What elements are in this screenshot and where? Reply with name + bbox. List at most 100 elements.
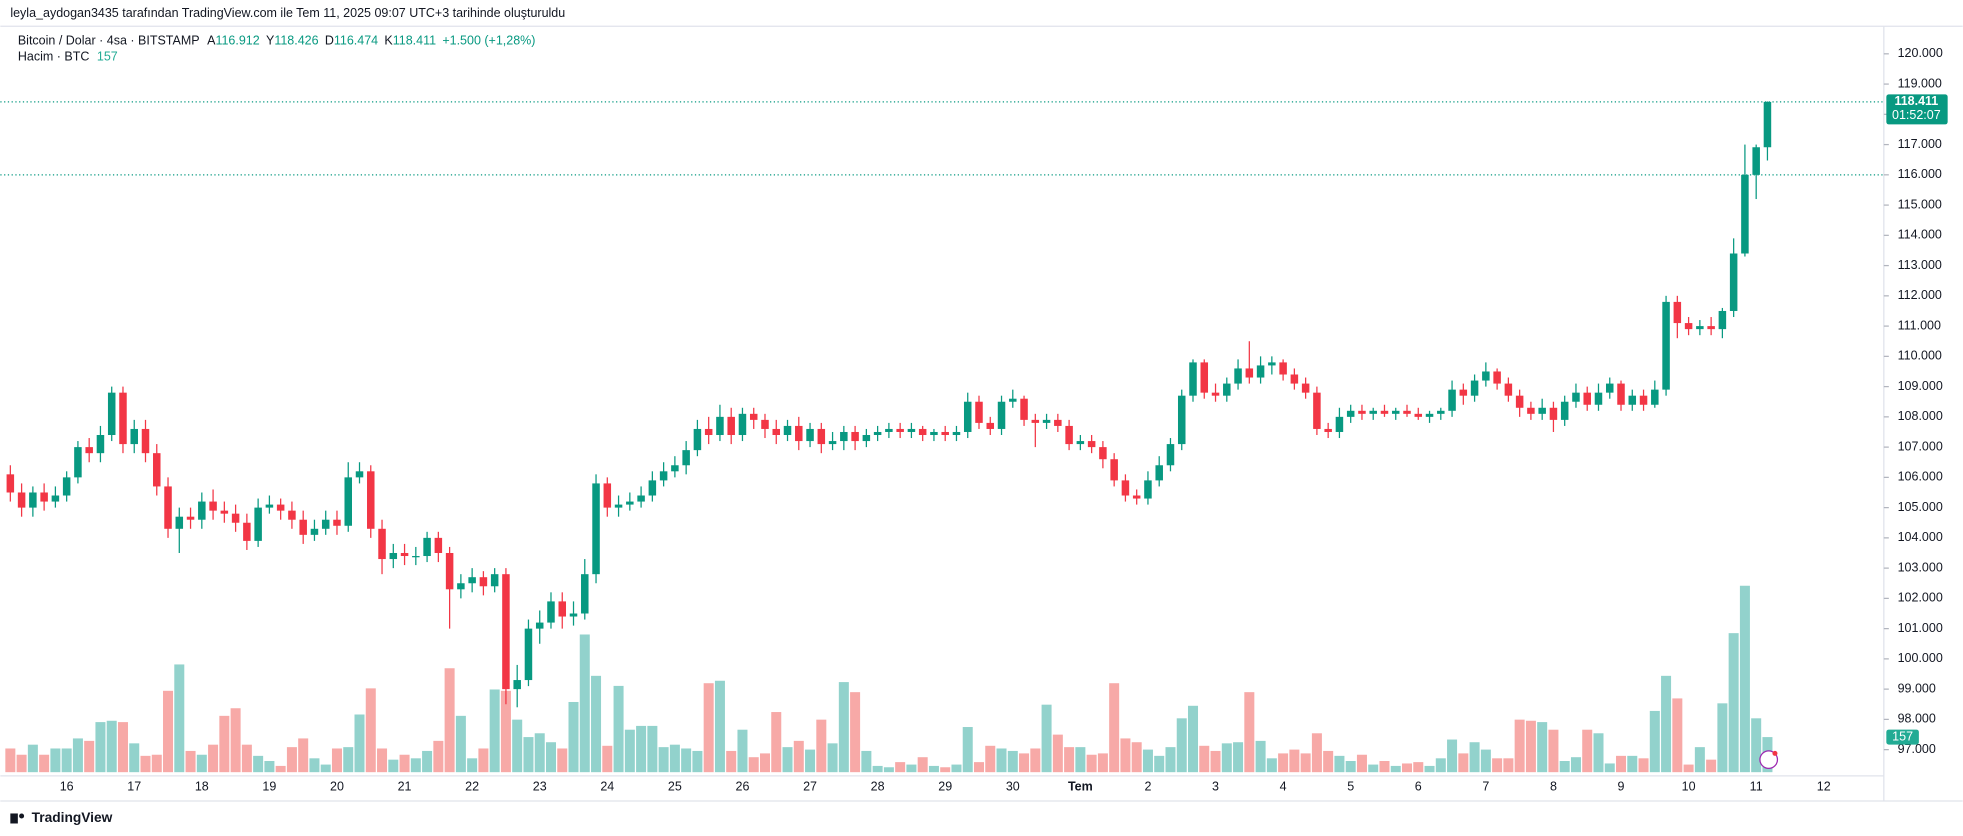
candle-body — [17, 492, 26, 508]
candle-body — [243, 522, 251, 541]
volume-bar — [1706, 759, 1717, 773]
volume-bar — [1233, 742, 1244, 773]
y-tick-label: 119.000 — [1898, 76, 1942, 90]
volume-bar — [1176, 718, 1187, 773]
candle-body — [445, 552, 454, 590]
volume-bar — [1019, 753, 1030, 773]
candle-body — [727, 416, 735, 436]
candle-body — [682, 450, 690, 466]
candle-body — [1177, 395, 1186, 445]
logo — [10, 813, 18, 824]
volume-legend: Hacim · BTC 157 — [18, 50, 118, 64]
candle-body — [963, 401, 972, 432]
candle-body — [1639, 395, 1648, 405]
volume-bar — [782, 747, 793, 773]
volume-bar — [1694, 747, 1705, 773]
candle-body — [1448, 389, 1456, 411]
candle-body — [310, 528, 319, 535]
volume-bar — [365, 688, 376, 773]
candle-body — [1223, 383, 1231, 396]
candle-body — [1189, 362, 1197, 396]
candle-body — [85, 447, 93, 454]
y-tick-label: 112.000 — [1898, 288, 1942, 302]
candle-body — [997, 401, 1006, 429]
countdown: 01:52:07 — [1892, 108, 1941, 122]
volume-bar — [1672, 698, 1683, 773]
volume-bar — [692, 750, 703, 773]
candle-body — [1369, 410, 1377, 414]
candle-body — [918, 428, 927, 436]
candle-body — [1256, 365, 1265, 378]
volume-bar — [1255, 740, 1266, 773]
candle-body — [716, 416, 724, 436]
candle-body — [490, 574, 499, 587]
volume-bar — [1345, 760, 1356, 773]
volume-bar — [230, 708, 241, 773]
y-tick-label: 105.000 — [1898, 500, 1943, 514]
candle-body — [1403, 410, 1411, 414]
volume-bar — [613, 685, 624, 773]
candle-body — [1482, 371, 1490, 381]
x-tick-label: 7 — [1482, 779, 1489, 793]
candle-body — [795, 425, 803, 442]
candle-body — [1628, 395, 1637, 405]
candle-body — [321, 519, 330, 529]
volume-bar — [1030, 748, 1041, 773]
candle-body — [637, 495, 645, 502]
candle-body — [581, 574, 589, 614]
candle-body — [930, 431, 938, 436]
volume-bar — [1458, 753, 1469, 773]
volume-bar — [433, 740, 444, 773]
x-tick-label: 29 — [938, 779, 952, 793]
volume-bar — [1661, 675, 1672, 773]
x-tick-label: 18 — [195, 779, 209, 793]
candle-body — [1301, 383, 1310, 393]
candle-body — [569, 613, 578, 617]
x-tick-label: 25 — [668, 779, 682, 793]
event-dot — [1772, 750, 1778, 756]
candle-body — [1076, 441, 1085, 445]
volume-bar — [1683, 764, 1694, 773]
candle-body — [1279, 362, 1287, 375]
plot — [5, 101, 1773, 773]
volume-title: Hacim · BTC — [18, 50, 90, 64]
volume-bar — [399, 754, 410, 773]
candle-body — [209, 501, 217, 511]
volume-bar — [467, 758, 478, 773]
volume-bar — [737, 729, 748, 773]
volume-bar — [50, 748, 61, 773]
candle-body — [1741, 174, 1749, 254]
candle-body — [1155, 465, 1163, 481]
x-tick-label: 19 — [262, 779, 276, 793]
candle-body — [1042, 419, 1051, 423]
volume-bar — [1142, 749, 1153, 773]
x-tick-label: 24 — [600, 779, 614, 793]
candle-body — [1391, 410, 1400, 414]
volume-bar — [669, 744, 680, 773]
x-tick-label: 3 — [1212, 779, 1219, 793]
candle-body — [1290, 374, 1299, 384]
volume-bar — [72, 738, 83, 773]
candle-body — [198, 501, 206, 520]
y-tick-label: 110.000 — [1898, 349, 1942, 363]
volume-bar — [320, 764, 331, 773]
candle-body — [288, 510, 296, 520]
candle-body — [6, 474, 15, 493]
candle-body — [1673, 301, 1682, 324]
volume-bar — [1413, 762, 1424, 773]
candle-body — [873, 431, 882, 436]
candle-body — [1527, 407, 1535, 414]
candle-body — [783, 425, 792, 436]
candle-body — [1729, 253, 1738, 311]
y-tick-label: 100.000 — [1898, 651, 1943, 665]
volume-bar — [726, 750, 737, 773]
candle-body — [389, 552, 398, 560]
candle-body — [400, 552, 409, 557]
volume-bar — [714, 680, 725, 773]
volume-bar — [1548, 729, 1559, 773]
candle-body — [40, 492, 48, 502]
volume-bar — [455, 715, 466, 773]
volume-bar — [117, 722, 128, 773]
candle-body — [1515, 395, 1524, 408]
candle-body — [423, 537, 431, 557]
